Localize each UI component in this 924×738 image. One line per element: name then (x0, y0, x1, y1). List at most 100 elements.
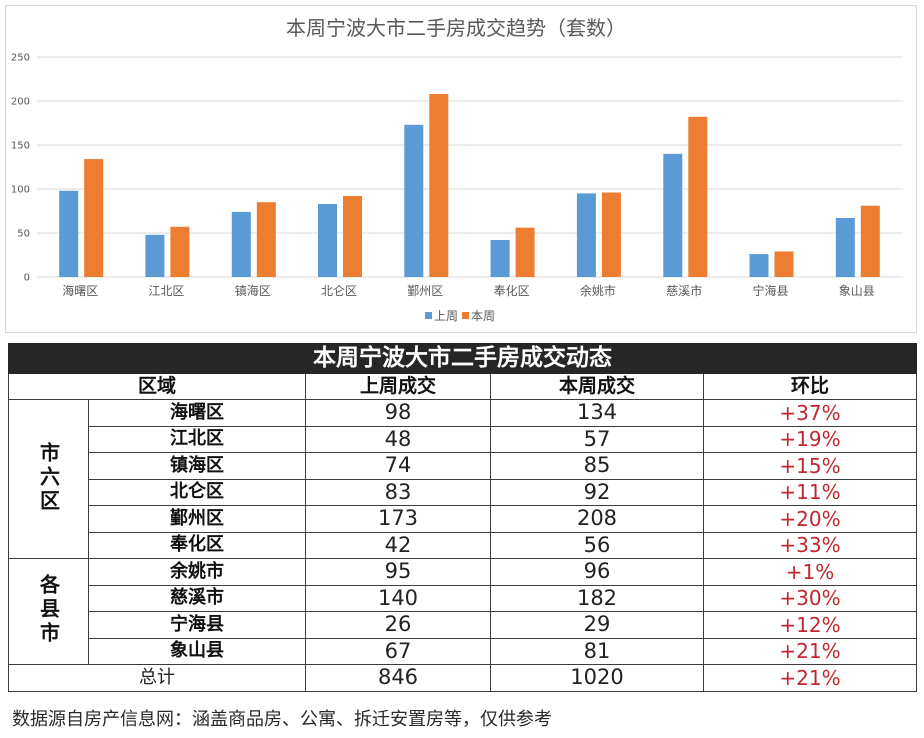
table-row: 宁海县 26 29 +12% (9, 611, 917, 639)
bar-series2-cat7 (601, 192, 621, 277)
x-category-label: 余姚市 (580, 283, 616, 298)
district-name: 海曙区 (88, 399, 306, 427)
week-over-week-change: +1% (703, 558, 917, 586)
district-name: 鄞州区 (88, 505, 306, 533)
region-group: 市六区 (8, 399, 89, 559)
legend-label-last-week: 上周 (434, 309, 458, 323)
gridlines (37, 56, 903, 278)
bars (59, 94, 880, 277)
bar-series2-cat10 (860, 205, 880, 277)
last-week-count: 74 (305, 452, 491, 480)
district-name: 奉化区 (88, 531, 306, 559)
week-over-week-change: +11% (703, 478, 917, 506)
x-category-label: 奉化区 (494, 284, 530, 298)
total-this-week: 1020 (490, 664, 704, 692)
last-week-count: 48 (305, 425, 491, 453)
table-header-row: 区域 上周成交 本周成交 环比 (8, 373, 917, 400)
legend-label-this-week: 本周 (471, 309, 495, 323)
x-category-label: 海曙区 (62, 283, 98, 298)
table-row: 市六区 海曙区 98 134 +37% (8, 399, 917, 559)
header-last-week: 上周成交 (305, 373, 491, 400)
chart-panel: 本周宁波大市二手房成交趋势（套数） 0 50 100 150 200 250 海曙区 江北区 镇… (5, 5, 917, 333)
last-week-count: 83 (305, 478, 491, 506)
this-week-count: 134 (490, 399, 704, 427)
district-name: 象山县 (88, 637, 306, 665)
table-title-row: 本周宁波大市二手房成交动态 (8, 343, 917, 374)
this-week-count: 182 (490, 584, 704, 612)
x-category-label: 北仑区 (321, 284, 357, 298)
this-week-count: 81 (490, 637, 704, 665)
total-label: 总计 (8, 664, 306, 692)
last-week-count: 95 (305, 558, 491, 586)
district-name: 宁海县 (88, 611, 306, 639)
bar-series1-cat6 (490, 240, 510, 277)
x-category-label: 宁海县 (752, 283, 788, 298)
this-week-count: 56 (490, 531, 704, 559)
table-body: 市六区 海曙区 98 134 +37% 江北区 48 57 +19% 镇海区 74 85 +15% 北仑区… (8, 399, 917, 665)
bar-series2-cat1 (84, 159, 104, 277)
this-week-count: 57 (490, 425, 704, 453)
source-note: 数据源自房产信息网：涵盖商品房、公寓、拆迁安置房等，仅供参考 (12, 709, 552, 730)
last-week-count: 140 (305, 584, 491, 612)
header-change: 环比 (703, 373, 917, 400)
district-name: 北仑区 (88, 478, 306, 506)
week-over-week-change: +12% (703, 611, 917, 639)
region-group-label: 各县市 (36, 574, 61, 646)
week-over-week-change: +21% (703, 637, 917, 665)
axis-labels: 0 50 100 150 200 250 海曙区 江北区 镇海区 北仑区 鄞州区 奉化区 余姚市 慈溪市 宁… (11, 53, 875, 299)
table-foot: 总计 846 1020 +21% (8, 664, 917, 692)
y-tick-label: 100 (11, 185, 30, 196)
x-category-label: 镇海区 (235, 283, 271, 298)
table-row: 镇海区 74 85 +15% (9, 452, 917, 480)
legend: 上周 本周 (425, 309, 495, 323)
week-over-week-change: +20% (703, 505, 917, 533)
table-row: 各县市 余姚市 95 96 +1% (8, 558, 917, 665)
table-row: 鄞州区 173 208 +20% (9, 505, 917, 533)
chart-title: 本周宁波大市二手房成交趋势（套数） (286, 16, 626, 40)
district-name: 江北区 (88, 425, 306, 453)
region-group-label: 市六区 (36, 441, 61, 514)
header-region: 区域 (8, 373, 306, 400)
table-row: 慈溪市 140 182 +30% (9, 584, 917, 612)
bar-series2-cat5 (429, 94, 449, 277)
bar-series2-cat9 (774, 251, 794, 277)
y-tick-label: 250 (11, 53, 30, 64)
table-title: 本周宁波大市二手房成交动态 (8, 343, 917, 374)
table-row: 奉化区 42 56 +33% (9, 531, 917, 559)
last-week-count: 173 (305, 505, 491, 533)
bar-series1-cat5 (404, 124, 424, 277)
week-over-week-change: +30% (703, 584, 917, 612)
district-name: 余姚市 (88, 558, 306, 586)
table-row: 北仑区 83 92 +11% (9, 478, 917, 506)
bar-series1-cat4 (318, 204, 337, 277)
this-week-count: 208 (490, 505, 704, 533)
legend-swatch-this-week (462, 312, 469, 319)
x-category-label: 鄞州区 (407, 284, 443, 298)
bar-series1-cat10 (835, 218, 855, 277)
bar-series2-cat8 (688, 116, 708, 277)
bar-series1-cat7 (576, 193, 596, 277)
this-week-count: 96 (490, 558, 704, 586)
total-last-week: 846 (305, 664, 491, 692)
total-row: 总计 846 1020 +21% (8, 664, 917, 692)
y-tick-label: 0 (24, 273, 30, 284)
week-over-week-change: +37% (703, 399, 917, 427)
week-over-week-change: +19% (703, 425, 917, 453)
region-group: 各县市 (8, 558, 89, 665)
total-change: +21% (703, 664, 917, 692)
last-week-count: 42 (305, 531, 491, 559)
bar-series1-cat3 (231, 211, 251, 277)
week-over-week-change: +33% (703, 531, 917, 559)
y-tick-label: 200 (11, 97, 30, 108)
bar-series2-cat2 (170, 226, 190, 277)
y-tick-label: 50 (17, 229, 30, 240)
x-category-label: 江北区 (148, 284, 184, 298)
table-head: 本周宁波大市二手房成交动态 区域 上周成交 本周成交 环比 (8, 343, 917, 400)
legend-swatch-last-week (425, 312, 432, 319)
x-category-label: 象山县 (839, 284, 875, 298)
bar-series2-cat6 (515, 227, 535, 277)
bar-chart: 本周宁波大市二手房成交趋势（套数） 0 50 100 150 200 250 海曙区 江北区 镇… (11, 16, 903, 323)
bar-series1-cat2 (145, 234, 165, 277)
district-name: 慈溪市 (88, 584, 306, 612)
header-this-week: 本周成交 (490, 373, 704, 400)
